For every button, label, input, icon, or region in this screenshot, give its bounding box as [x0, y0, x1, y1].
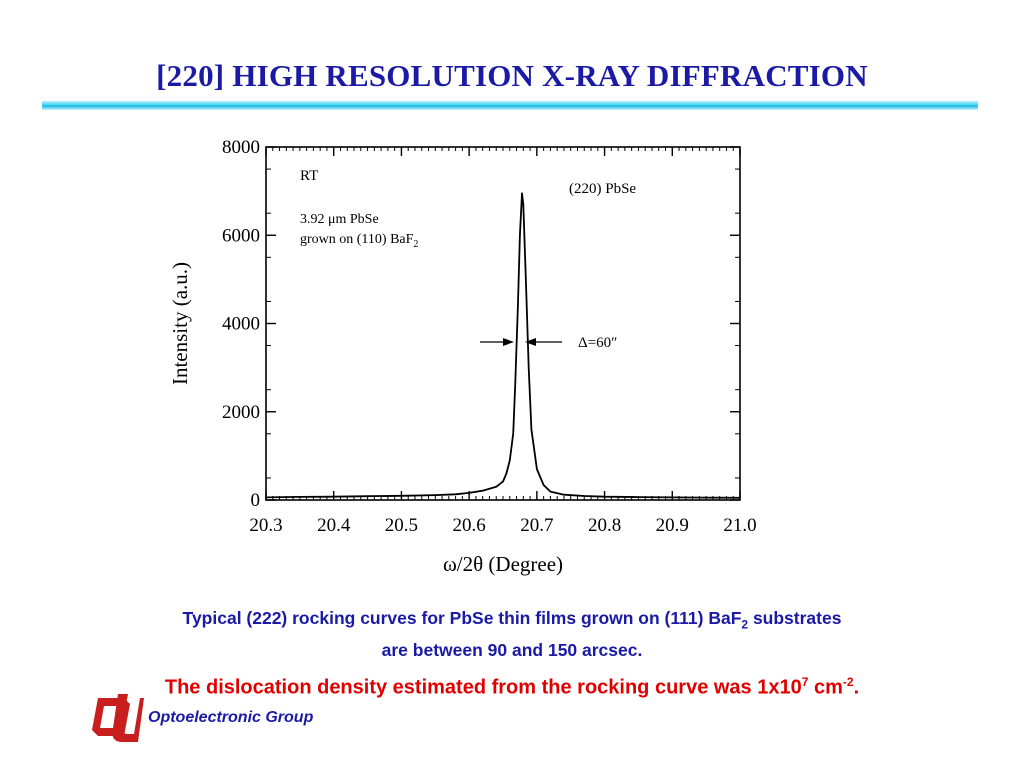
intensity-series-line — [265, 192, 741, 499]
annotation-sample-line2: grown on (110) BaF2 — [300, 232, 418, 250]
dislocation-sup2: -2 — [842, 675, 854, 689]
group-name: Optoelectronic Group — [148, 709, 314, 726]
fwhm-arrowhead-right — [525, 338, 536, 346]
x-axis-label: ω/2θ (Degree) — [443, 552, 563, 576]
caption-line1-sub: 2 — [741, 617, 749, 632]
y-axis-label: Intensity (a.u.) — [168, 262, 192, 385]
slide-title: [220] HIGH RESOLUTION X-RAY DIFFRACTION — [156, 58, 868, 93]
dislocation-sup1: 7 — [801, 675, 809, 689]
dislocation-density-statement: The dislocation density estimated from t… — [0, 675, 1024, 700]
dislocation-b: cm — [808, 676, 843, 699]
y-tick-label: 6000 — [222, 225, 260, 246]
rocking-curve-caption: Typical (222) rocking curves for PbSe th… — [0, 606, 1024, 663]
caption-line1-a: Typical (222) rocking curves for PbSe th… — [182, 608, 742, 628]
x-tick-label: 20.5 — [385, 515, 418, 536]
title-underline — [42, 101, 978, 110]
x-tick-label: 20.4 — [317, 515, 351, 536]
caption-line2: are between 90 and 150 arcsec. — [381, 639, 643, 660]
ou-logo-icon — [92, 694, 144, 742]
fwhm-arrowhead-left — [503, 338, 514, 346]
x-tick-label: 21.0 — [723, 515, 756, 536]
plot-frame — [265, 146, 741, 501]
y-tick-label: 8000 — [222, 137, 260, 158]
y-tick-label: 0 — [251, 490, 261, 511]
y-tick-label: 4000 — [222, 314, 260, 335]
logo-u — [112, 694, 144, 742]
annotation-condition: RT — [300, 168, 318, 184]
caption-line1-b: substrates — [748, 608, 842, 628]
x-tick-label: 20.3 — [249, 515, 282, 536]
annotation-peak-label: (220) PbSe — [569, 181, 636, 197]
x-tick-label: 20.6 — [453, 515, 486, 536]
dislocation-c: . — [853, 676, 860, 699]
annotation-sample-line1: 3.92 μm PbSe — [300, 212, 379, 227]
x-tick-label: 20.9 — [656, 515, 689, 536]
x-tick-label: 20.8 — [588, 515, 621, 536]
dislocation-a: The dislocation density estimated from t… — [164, 676, 802, 699]
x-tick-label: 20.7 — [520, 515, 553, 536]
annotation-fwhm-label: Δ=60″ — [578, 335, 617, 351]
xrd-rocking-curve-chart: 20.3 20.4 20.5 20.6 20.7 20.8 20.9 21.0 0 2000 400… — [168, 137, 757, 576]
y-tick-label: 2000 — [222, 402, 260, 423]
